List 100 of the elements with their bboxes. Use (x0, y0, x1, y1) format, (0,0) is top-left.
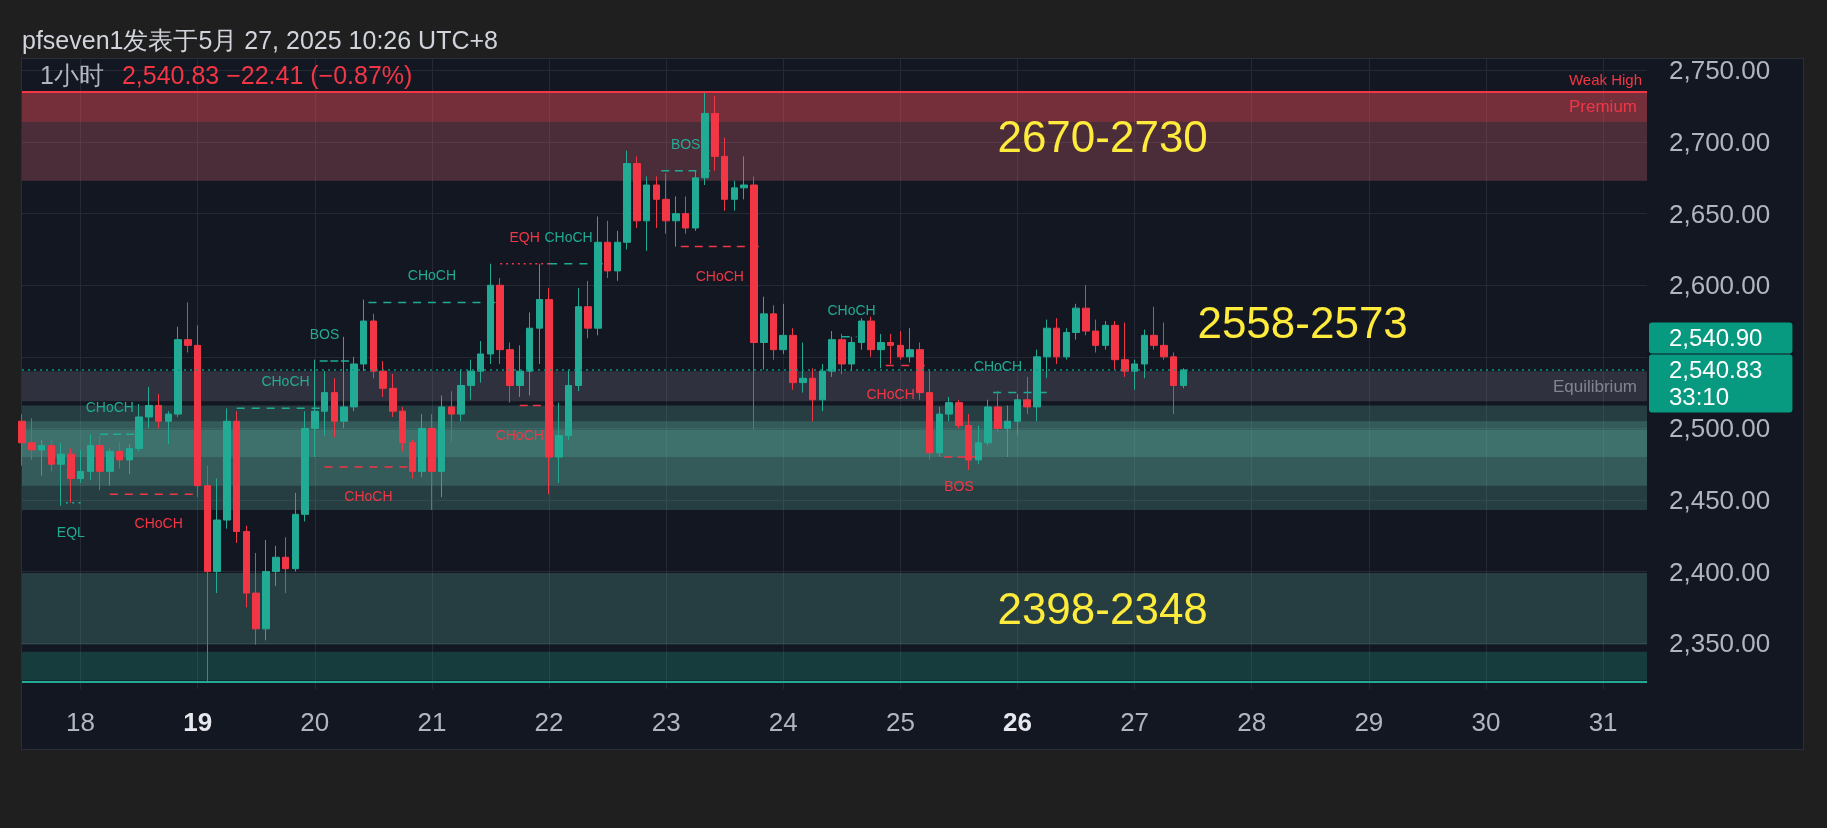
candlestick (1141, 329, 1148, 379)
candlestick (1082, 284, 1090, 336)
candlestick (194, 324, 201, 498)
annotation: BOS (309, 326, 340, 343)
candlestick (1072, 303, 1080, 341)
annotation: CHoCH (134, 515, 183, 532)
y-tick-label: 2,650.00 (1669, 198, 1771, 229)
candlestick (428, 413, 436, 511)
candlestick (1170, 352, 1177, 415)
annotation: CHoCH (544, 228, 593, 245)
candlestick (126, 443, 133, 475)
band-label: Equilibrium (1552, 376, 1637, 396)
ref-line-label: Weak High (1568, 70, 1642, 88)
x-tick-label: 18 (66, 707, 96, 737)
candlestick (262, 539, 270, 641)
candlestick (536, 263, 543, 365)
candlestick (418, 413, 426, 478)
annotation: BOS (944, 478, 974, 495)
candlestick (565, 369, 572, 441)
candlestick (936, 406, 943, 458)
y-tick-label: 2,750.00 (1669, 55, 1771, 86)
candlestick (653, 175, 660, 229)
candlestick (18, 413, 26, 467)
x-tick-label: 28 (1237, 707, 1267, 737)
x-tick-label: 31 (1588, 707, 1618, 737)
x-tick-label: 22 (534, 707, 564, 737)
candlestick (223, 407, 231, 530)
candlestick (740, 155, 748, 200)
candlestick (779, 303, 787, 355)
candlestick (1131, 359, 1138, 391)
candlestick (789, 327, 797, 391)
candlestick (272, 545, 280, 587)
ref-line-label: 2,540.83 33:10 (1669, 356, 1763, 411)
annotation: 2558-2573 (1197, 298, 1408, 348)
candlestick (350, 356, 358, 412)
candlestick (770, 304, 777, 361)
candlestick (1180, 367, 1187, 389)
candlestick (760, 296, 768, 371)
candlestick (360, 299, 367, 372)
candlestick (38, 439, 45, 477)
candlestick (448, 390, 455, 444)
annotation: CHoCH (85, 399, 134, 416)
candlestick (867, 316, 875, 358)
candlestick (174, 326, 182, 418)
candlestick (633, 155, 641, 229)
candlestick (496, 277, 504, 365)
candlestick (28, 417, 36, 461)
candlestick (1150, 306, 1158, 351)
x-tick-label: 24 (768, 707, 798, 737)
band-label: 2398-2348 (997, 584, 1208, 634)
candlestick (1102, 320, 1109, 351)
candlestick (555, 402, 563, 484)
candlestick (809, 367, 816, 422)
candlestick (1160, 321, 1168, 361)
candlestick (604, 220, 611, 279)
candlestick (682, 195, 689, 235)
candlestick (292, 492, 299, 573)
candlestick (116, 442, 123, 469)
candlestick (145, 386, 153, 429)
candlestick (975, 425, 982, 465)
candlestick (584, 280, 592, 339)
annotation: CHoCH (973, 357, 1023, 374)
y-tick-label: 2,600.00 (1669, 270, 1771, 301)
annotation: 2,540.83 −22.41 (−0.87%) (121, 61, 413, 90)
candlestick (1053, 317, 1060, 365)
annotation: CHoCH (344, 488, 393, 505)
candlestick (819, 363, 826, 412)
candlestick (165, 410, 172, 445)
candlestick (96, 435, 104, 491)
candlestick (77, 449, 84, 484)
candlestick (389, 373, 397, 418)
candlestick (57, 442, 65, 507)
candlestick (828, 330, 836, 378)
candlestick (662, 173, 670, 235)
candlestick (994, 390, 1002, 434)
annotation: CHoCH (407, 267, 457, 284)
candlestick (575, 287, 582, 392)
candlestick (301, 410, 309, 522)
candlestick (614, 230, 621, 282)
x-tick-label: 26 (1003, 707, 1032, 737)
candlestick (252, 552, 260, 646)
x-tick-label: 23 (651, 707, 681, 737)
text: 2,540.90 (1669, 324, 1763, 352)
annotation: EQH (509, 228, 540, 245)
candlestick (1092, 319, 1099, 354)
candlestick (457, 369, 465, 422)
annotation: CHoCH (495, 426, 544, 443)
candlestick (945, 396, 953, 422)
x-tick-label: 30 (1471, 707, 1501, 737)
x-tick-label: 29 (1354, 707, 1384, 737)
candlestick (155, 393, 162, 429)
y-tick-label: 2,350.00 (1669, 628, 1771, 659)
candlestick (106, 447, 114, 487)
candlestick (67, 447, 75, 504)
candlestick (984, 399, 992, 447)
candlestick (926, 370, 933, 461)
x-tick-label: 27 (1120, 707, 1150, 737)
candlestick (1004, 405, 1011, 458)
candlestick (721, 137, 728, 212)
candlestick (799, 342, 807, 394)
